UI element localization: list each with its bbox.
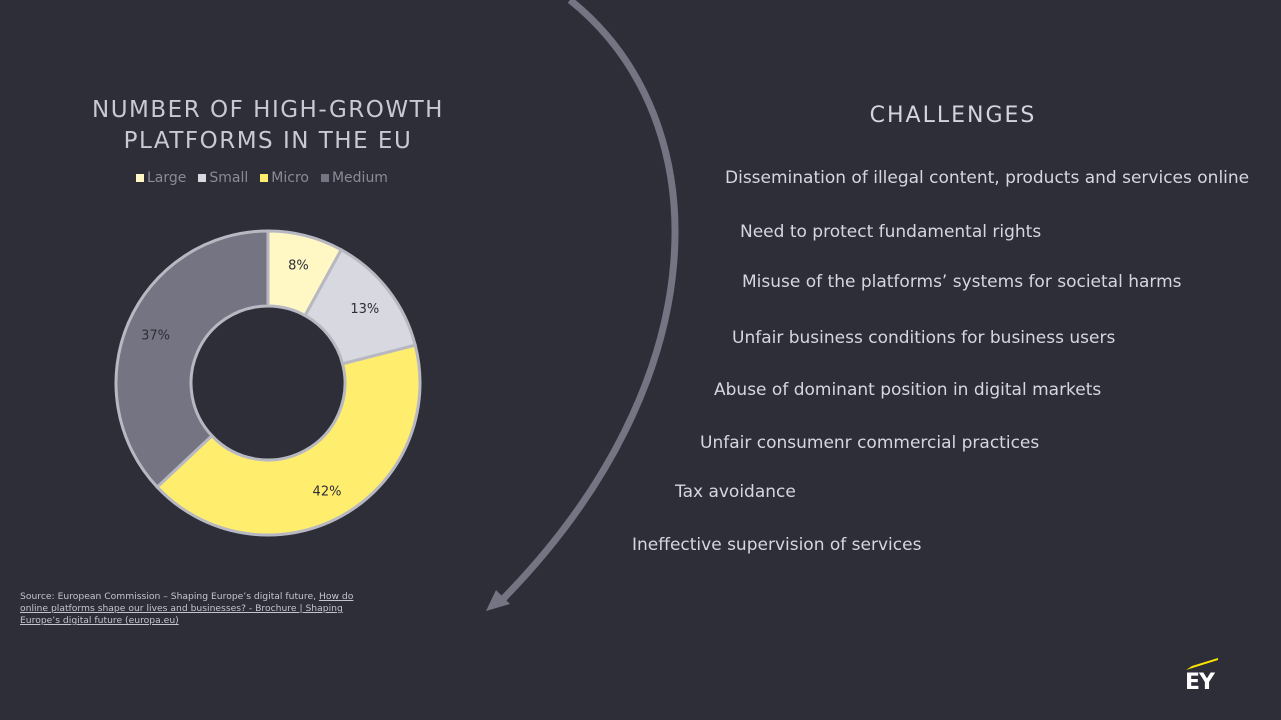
legend-item-small: Small <box>198 170 248 186</box>
source-link[interactable]: How do online platforms shape our lives … <box>20 591 354 626</box>
source-prefix: Source: European Commission – Shaping Eu… <box>20 591 319 602</box>
legend-label-micro: Micro <box>271 170 309 186</box>
challenge-item: Dissemination of illegal content, produc… <box>725 168 1250 188</box>
arc-dot <box>566 543 578 555</box>
arc-dot <box>680 334 692 346</box>
legend-label-medium: Medium <box>331 170 388 186</box>
arc-arrowhead-icon <box>486 590 510 611</box>
challenge-item: Abuse of dominant position in digital ma… <box>714 380 1102 400</box>
legend-swatch-small <box>198 174 207 182</box>
legend-swatch-large <box>136 174 144 182</box>
challenge-item: Ineffective supervision of services <box>632 535 922 555</box>
arc-dot <box>644 440 656 452</box>
donut-label-large: 8% <box>288 258 309 273</box>
challenge-item: Unfair consumenr commercial practices <box>700 433 1040 453</box>
ey-logo-text: EY <box>1185 670 1215 695</box>
donut-slice-medium <box>114 229 270 490</box>
donut-slice-micro <box>155 343 422 537</box>
legend-item-micro: Micro <box>260 170 309 186</box>
arc-dot <box>686 280 698 292</box>
arc-dot <box>675 174 687 186</box>
legend-item-medium: Medium <box>320 170 388 186</box>
legend-label-large: Large <box>147 170 187 186</box>
arc-line <box>497 0 679 605</box>
legend-swatch-micro <box>260 174 269 182</box>
ey-logo-bar-icon <box>1186 658 1218 670</box>
donut-label-small: 13% <box>350 302 379 317</box>
chart-legend: Large Small Micro Medium <box>136 170 388 186</box>
legend-item-large: Large <box>136 170 186 186</box>
legend-label-small: Small <box>209 170 249 186</box>
source-note: Source: European Commission – Shaping Eu… <box>20 591 355 627</box>
challenge-item: Need to protect fundamental rights <box>740 222 1042 242</box>
arc-dot <box>666 388 678 400</box>
arc-dot <box>613 490 625 502</box>
chart-title: NUMBER OF HIGH-GROWTH PLATFORMS IN THE E… <box>92 97 444 154</box>
donut-label-micro: 42% <box>313 484 342 499</box>
donut-label-medium: 37% <box>141 328 170 343</box>
challenge-item: Misuse of the platforms’ systems for soc… <box>742 272 1182 292</box>
challenge-item: Tax avoidance <box>675 482 796 502</box>
challenges-title: CHALLENGES <box>869 103 1037 128</box>
legend-swatch-medium <box>320 174 329 182</box>
challenge-item: Unfair business conditions for business … <box>732 328 1116 348</box>
arc-dot <box>685 228 697 240</box>
